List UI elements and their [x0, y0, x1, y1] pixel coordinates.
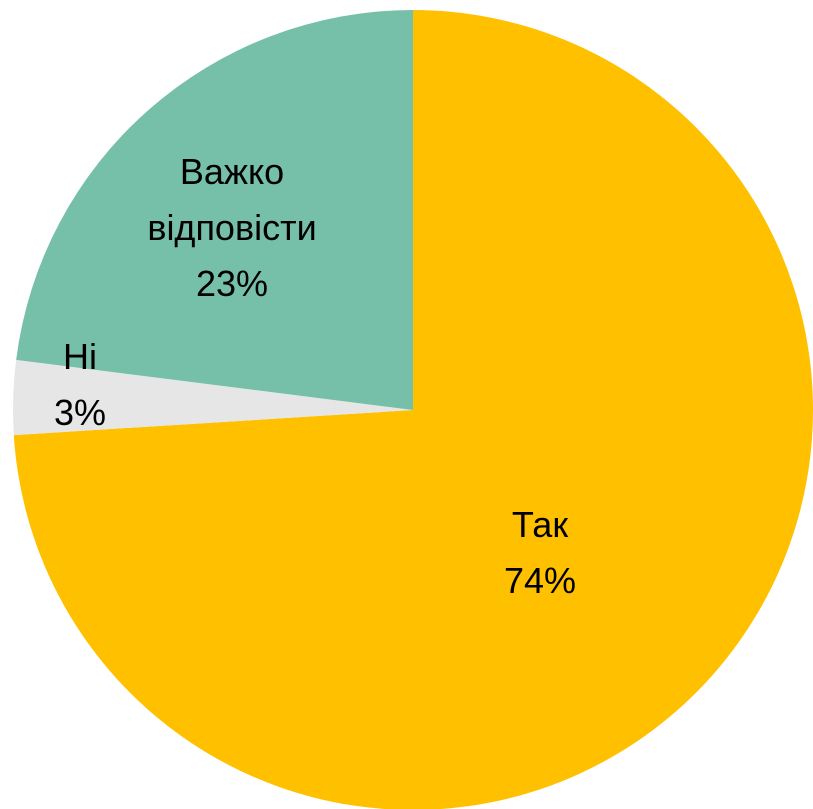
value-label: 23%	[195, 263, 269, 304]
slice-label: Ні 3%	[20, 329, 140, 441]
value-label: 3%	[53, 392, 107, 433]
category-label: Важко відповісти	[147, 151, 317, 248]
value-label: 74%	[503, 560, 577, 601]
slice-label: Важко відповісти 23%	[102, 144, 362, 312]
pie-slice	[13, 10, 813, 809]
category-label: Ні	[63, 336, 97, 377]
category-label: Так	[511, 504, 569, 545]
pie-slice	[13, 359, 414, 436]
pie-slice	[16, 10, 414, 410]
slice-label: Так 74%	[440, 497, 640, 609]
